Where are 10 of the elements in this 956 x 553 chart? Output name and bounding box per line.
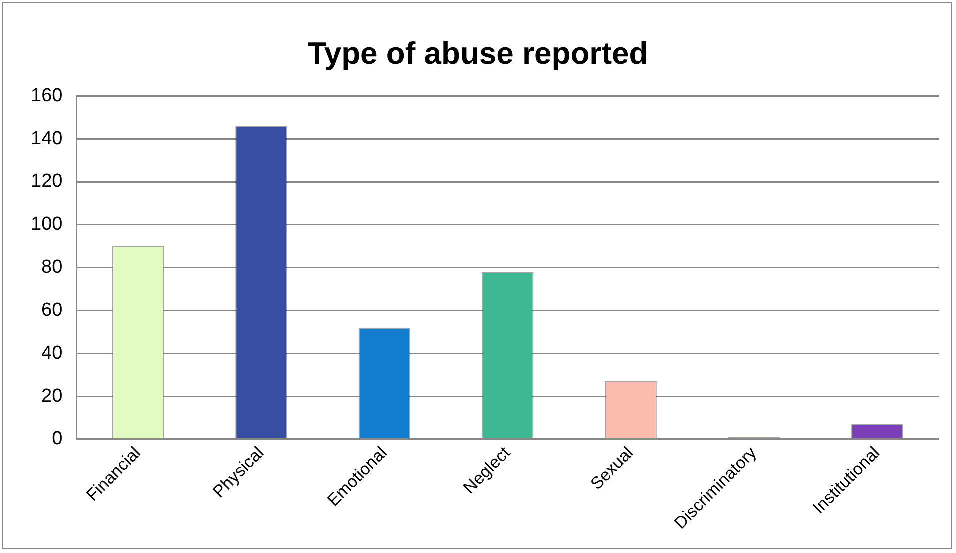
chart-title: Type of abuse reported xyxy=(308,36,648,72)
y-tick-label: 160 xyxy=(31,85,63,106)
y-tick-label: 40 xyxy=(42,342,63,364)
y-tick-label: 100 xyxy=(31,214,63,236)
y-tick-label: 60 xyxy=(42,300,63,321)
y-tick-label: 80 xyxy=(42,257,63,278)
y-tick-label: 20 xyxy=(42,386,63,407)
y-tick-label: 140 xyxy=(31,128,63,150)
y-tick-label: 0 xyxy=(52,428,63,450)
y-tick-label: 120 xyxy=(31,171,63,192)
